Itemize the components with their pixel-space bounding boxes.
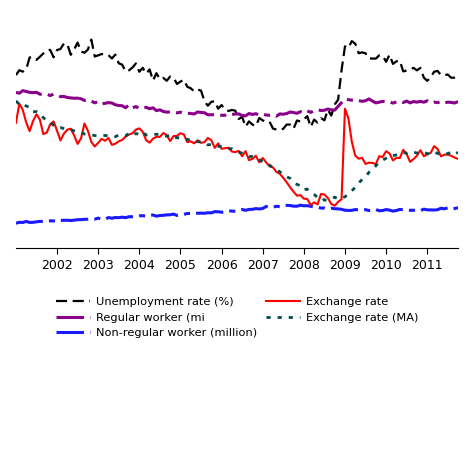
Exchange rate [13, 120, 19, 126]
Non-regular worker (million) [308, 203, 313, 209]
Exchange rate (MA) [455, 149, 461, 155]
Non-regular worker (million) [13, 220, 19, 226]
Regular worker (mi [455, 99, 461, 104]
Unemployment rate (%) [13, 73, 19, 78]
Regular worker (mi [366, 96, 372, 102]
Exchange rate (MA) [243, 152, 248, 157]
Unemployment rate (%) [89, 37, 94, 43]
Unemployment rate (%) [137, 69, 142, 74]
Regular worker (mi [137, 106, 142, 111]
Non-regular worker (million) [342, 208, 348, 213]
Regular worker (mi [20, 88, 26, 93]
Non-regular worker (million) [201, 210, 207, 216]
Regular worker (mi [346, 97, 351, 102]
Exchange rate [346, 116, 351, 121]
Exchange rate (MA) [363, 174, 368, 180]
Line: Regular worker (mi: Regular worker (mi [16, 91, 458, 116]
Line: Exchange rate (MA): Exchange rate (MA) [16, 101, 458, 200]
Exchange rate [366, 160, 372, 165]
Exchange rate (MA) [133, 131, 139, 137]
Exchange rate (MA) [201, 139, 207, 145]
Non-regular worker (million) [133, 214, 139, 219]
Non-regular worker (million) [298, 202, 303, 208]
Regular worker (mi [246, 111, 252, 117]
Regular worker (mi [311, 108, 317, 114]
Unemployment rate (%) [366, 55, 372, 61]
Line: Unemployment rate (%): Unemployment rate (%) [16, 40, 458, 130]
Non-regular worker (million) [363, 207, 368, 212]
Exchange rate (MA) [13, 98, 19, 104]
Exchange rate [455, 156, 461, 162]
Exchange rate [17, 101, 22, 107]
Line: Exchange rate: Exchange rate [16, 104, 458, 206]
Exchange rate [246, 157, 252, 163]
Exchange rate [137, 126, 142, 131]
Exchange rate [332, 203, 337, 209]
Exchange rate [205, 135, 211, 141]
Exchange rate (MA) [321, 197, 327, 203]
Exchange rate [308, 202, 313, 208]
Non-regular worker (million) [243, 208, 248, 213]
Legend: Unemployment rate (%), Regular worker (mi, Non-regular worker (million), Exchang: Unemployment rate (%), Regular worker (m… [53, 293, 421, 342]
Non-regular worker (million) [455, 205, 461, 210]
Unemployment rate (%) [311, 117, 317, 122]
Regular worker (mi [13, 90, 19, 95]
Regular worker (mi [205, 112, 211, 118]
Unemployment rate (%) [455, 74, 461, 80]
Unemployment rate (%) [246, 118, 252, 124]
Exchange rate (MA) [342, 194, 348, 200]
Regular worker (mi [273, 113, 279, 119]
Unemployment rate (%) [346, 45, 351, 51]
Unemployment rate (%) [277, 127, 283, 133]
Unemployment rate (%) [205, 103, 211, 109]
Line: Non-regular worker (million): Non-regular worker (million) [16, 205, 458, 223]
Exchange rate (MA) [304, 186, 310, 192]
